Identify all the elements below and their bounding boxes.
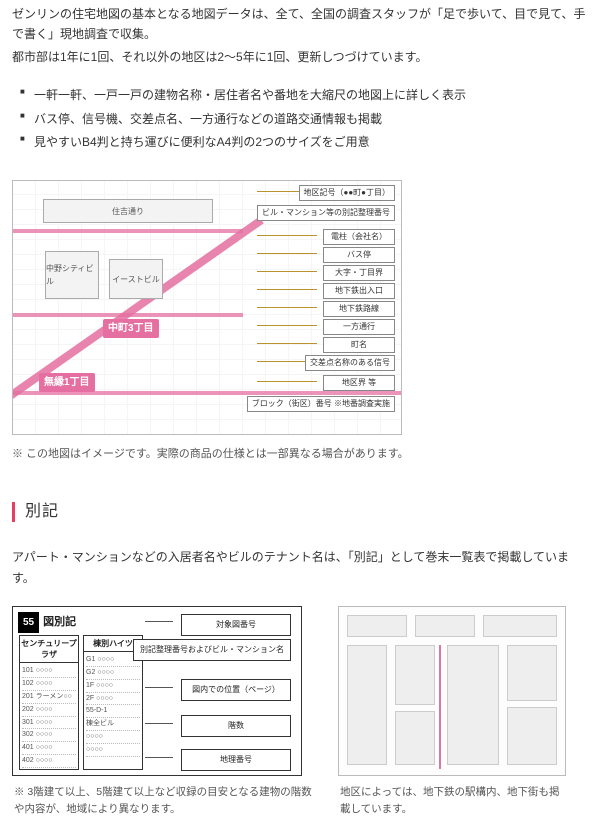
bekki-label: 図内での位置（ページ）	[181, 679, 291, 701]
bekki-row: G2 ○○○○	[86, 667, 140, 680]
map-building: 中野シティビル	[45, 251, 99, 299]
sm-block	[347, 615, 407, 637]
sm-block	[395, 645, 435, 705]
sm-rail-line	[439, 645, 441, 769]
legend-item: ブロック（街区）番号 ※地番調査実施	[247, 396, 395, 412]
section-heading-bekki: 別記	[12, 498, 589, 525]
bekki-right-note: 地区によっては、地下鉄の駅構内、地下街も掲載しています。	[338, 784, 568, 818]
sm-block	[415, 615, 475, 637]
bekki-row: 55-D-1	[86, 705, 140, 718]
bekki-row: 棟全ビル	[86, 718, 140, 731]
bekki-row: 401 ○○○○	[22, 742, 76, 755]
legend-item: 電柱（会社名）	[323, 229, 395, 245]
bekki-row: 301 ○○○○	[22, 717, 76, 730]
map-building: イーストビル	[109, 259, 163, 299]
sm-block	[447, 645, 499, 765]
legend-leader	[257, 381, 317, 382]
bekki-row: 402 ○○○○	[22, 755, 76, 768]
bekki-row: 102 ○○○○	[22, 678, 76, 691]
legend-item: 地下鉄路線	[323, 301, 395, 317]
legend-item: 町名	[323, 337, 395, 353]
map-road	[13, 229, 243, 233]
map-sample-block: 住吉通り 中野シティビル イーストビル 中町3丁目 無縁1丁目 地区記号（●●町…	[12, 180, 589, 464]
bullet-item: 一軒一軒、一戸一戸の建物名称・居住者名や番地を大縮尺の地図上に詳しく表示	[20, 85, 589, 105]
section-desc: アパート・マンションなどの入居者名やビルのテナント名は、「別記」として巻末一覧表…	[12, 547, 589, 588]
bekki-row: 1F ○○○○	[86, 680, 140, 693]
bekki-row: ○○○○	[86, 731, 140, 744]
bekki-leader	[145, 621, 173, 622]
legend-leader	[257, 253, 317, 254]
bullet-item: バス停、信号機、交差点名、一方通行などの道路交通情報も掲載	[20, 109, 589, 129]
bekki-two-col: 55 図別記 センチュリープラザ 101 ○○○○ 102 ○○○○ 201 ラ…	[12, 606, 589, 818]
bekki-left-col: 55 図別記 センチュリープラザ 101 ○○○○ 102 ○○○○ 201 ラ…	[12, 606, 312, 818]
legend-item: 大字・丁目界	[323, 265, 395, 281]
bekki-row: ○○○○	[86, 744, 140, 757]
map-district-label: 無縁1丁目	[39, 373, 95, 392]
bekki-column: センチュリープラザ 101 ○○○○ 102 ○○○○ 201 ラーメン○○ 2…	[19, 635, 79, 770]
bekki-row: 202 ○○○○	[22, 704, 76, 717]
legend-item: 地下鉄出入口	[323, 283, 395, 299]
sm-block	[507, 645, 557, 701]
bekki-col-rows: G1 ○○○○ G2 ○○○○ 1F ○○○○ 2F ○○○○ 55-D-1 棟…	[84, 652, 142, 758]
feature-bullets: 一軒一軒、一戸一戸の建物名称・居住者名や番地を大縮尺の地図上に詳しく表示 バス停…	[20, 85, 589, 152]
bekki-diagram: 55 図別記 センチュリープラザ 101 ○○○○ 102 ○○○○ 201 ラ…	[12, 606, 302, 776]
map-note: ※ この地図はイメージです。実際の商品の仕様とは一部異なる場合があります。	[12, 445, 589, 464]
bekki-row: G1 ○○○○	[86, 654, 140, 667]
bekki-right-col: 地区によっては、地下鉄の駅構内、地下街も掲載しています。	[338, 606, 568, 818]
heading-accent-bar	[12, 502, 15, 522]
legend-leader	[257, 343, 317, 344]
bekki-row: 2F ○○○○	[86, 693, 140, 706]
legend-leader	[257, 271, 317, 272]
map-district-label: 中町3丁目	[103, 319, 159, 338]
intro-block: ゼンリンの住宅地図の基本となる地図データは、全て、全国の調査スタッフが「足で歩い…	[12, 4, 589, 67]
sm-block	[507, 707, 557, 765]
bekki-label: 地理番号	[181, 749, 291, 771]
bekki-title: 図別記	[43, 613, 76, 632]
legend-item: 地区界 等	[323, 375, 395, 391]
bekki-left-note: ※ 3階建て以上、5階建て以上など収録の目安となる建物の階数や内容が、地域により…	[12, 784, 312, 818]
legend-item: 一方通行	[323, 319, 395, 335]
bekki-row: 201 ラーメン○○	[22, 691, 76, 704]
legend-item: 地区記号（●●町●丁目）	[299, 185, 396, 201]
intro-line-2: 都市部は1年に1回、それ以外の地区は2～5年に1回、更新しつづけています。	[12, 47, 589, 67]
legend-leader	[257, 307, 317, 308]
legend-leader	[257, 325, 317, 326]
bekki-label: 別記整理番号およびビル・マンション名	[133, 639, 291, 661]
station-map-illustration	[338, 606, 566, 776]
bekki-label: 階数	[181, 715, 291, 737]
bekki-col-rows: 101 ○○○○ 102 ○○○○ 201 ラーメン○○ 202 ○○○○ 30…	[20, 663, 78, 769]
legend-item: ビル・マンション等の別記整理番号	[257, 205, 395, 221]
bekki-leader	[145, 687, 173, 688]
bekki-page-number: 55	[18, 612, 39, 633]
bekki-header: 55 図別記	[18, 612, 76, 633]
bekki-label: 対象図番号	[181, 614, 291, 636]
legend-item: 交差点名称のある信号	[305, 355, 395, 371]
bekki-row: 101 ○○○○	[22, 665, 76, 678]
bekki-col-header: センチュリープラザ	[20, 636, 78, 663]
heading-text: 別記	[25, 498, 59, 525]
map-street-label: 住吉通り	[43, 199, 213, 223]
bekki-row: 302 ○○○○	[22, 729, 76, 742]
sm-block	[347, 645, 387, 765]
bullet-item: 見やすいB4判と持ち運びに便利なA4判の2つのサイズをご用意	[20, 132, 589, 152]
legend-leader	[257, 289, 317, 290]
legend-leader	[257, 235, 317, 236]
bekki-leader	[145, 757, 173, 758]
legend-item: バス停	[323, 247, 395, 263]
bekki-leader	[145, 723, 173, 724]
sm-block	[395, 711, 435, 765]
map-illustration: 住吉通り 中野シティビル イーストビル 中町3丁目 無縁1丁目 地区記号（●●町…	[12, 180, 402, 435]
map-road	[13, 313, 243, 317]
sm-block	[483, 615, 557, 637]
intro-line-1: ゼンリンの住宅地図の基本となる地図データは、全て、全国の調査スタッフが「足で歩い…	[12, 4, 589, 45]
